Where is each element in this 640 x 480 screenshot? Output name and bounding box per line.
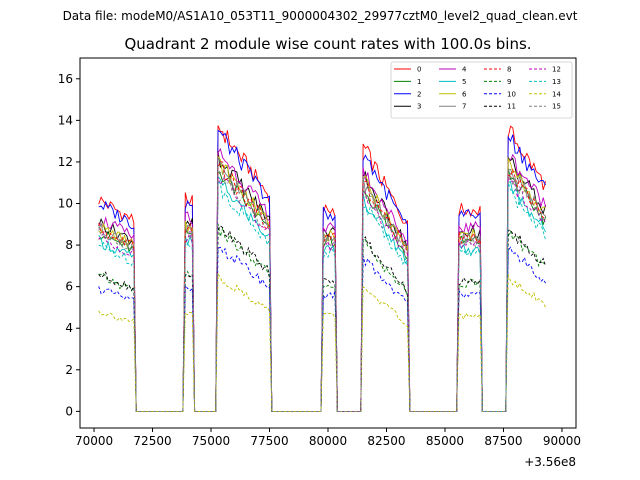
y-tick-label: 12 [58, 155, 73, 169]
legend-label-7: 7 [462, 103, 466, 111]
x-tick-label: 75000 [192, 434, 230, 448]
plot-area: 70000 72500 75000 77500 80000 82500 85000 87500… [58, 57, 581, 469]
legend-label-6: 6 [462, 90, 467, 98]
y-tick-label: 6 [65, 280, 73, 294]
legend-label-11: 11 [507, 103, 516, 111]
legend-label-0: 0 [417, 66, 421, 74]
x-tick-label: 85000 [426, 434, 464, 448]
legend-box [390, 61, 573, 119]
legend-label-13: 13 [552, 78, 561, 86]
x-tick-label: 77500 [250, 434, 288, 448]
data-file-label: Data file: modeM0/AS1A10_053T11_90000043… [63, 9, 578, 23]
y-axis: 0 2 4 6 8 10 12 14 16 [58, 72, 80, 418]
legend-label-15: 15 [552, 103, 561, 111]
x-tick-label: 72500 [133, 434, 171, 448]
x-tick-label: 70000 [75, 434, 113, 448]
x-tick-label: 90000 [543, 434, 581, 448]
legend-label-3: 3 [417, 103, 421, 111]
legend-label-5: 5 [462, 78, 466, 86]
legend-label-2: 2 [417, 90, 421, 98]
series-line-14 [98, 272, 547, 412]
legend-label-10: 10 [507, 90, 516, 98]
x-axis: 70000 72500 75000 77500 80000 82500 85000 87500… [75, 428, 581, 448]
legend-label-8: 8 [507, 66, 511, 74]
x-offset-label: +3.56e8 [524, 455, 576, 469]
x-tick-label: 82500 [367, 434, 405, 448]
legend-label-12: 12 [552, 66, 561, 74]
x-tick-label: 87500 [484, 434, 522, 448]
series-group [98, 125, 547, 412]
legend-label-4: 4 [462, 66, 467, 74]
y-tick-label: 16 [58, 72, 73, 86]
y-tick-label: 4 [65, 321, 73, 335]
y-tick-label: 0 [65, 404, 73, 418]
y-tick-label: 2 [65, 363, 73, 377]
legend-label-9: 9 [507, 78, 511, 86]
legend-label-1: 1 [417, 78, 421, 86]
series-line-15 [98, 167, 546, 412]
y-tick-label: 14 [58, 113, 73, 127]
y-tick-label: 10 [58, 197, 73, 211]
x-tick-label: 80000 [309, 434, 347, 448]
chart-title: Quadrant 2 module wise count rates with … [124, 35, 531, 53]
legend-label-14: 14 [552, 90, 561, 98]
y-tick-label: 8 [65, 238, 73, 252]
